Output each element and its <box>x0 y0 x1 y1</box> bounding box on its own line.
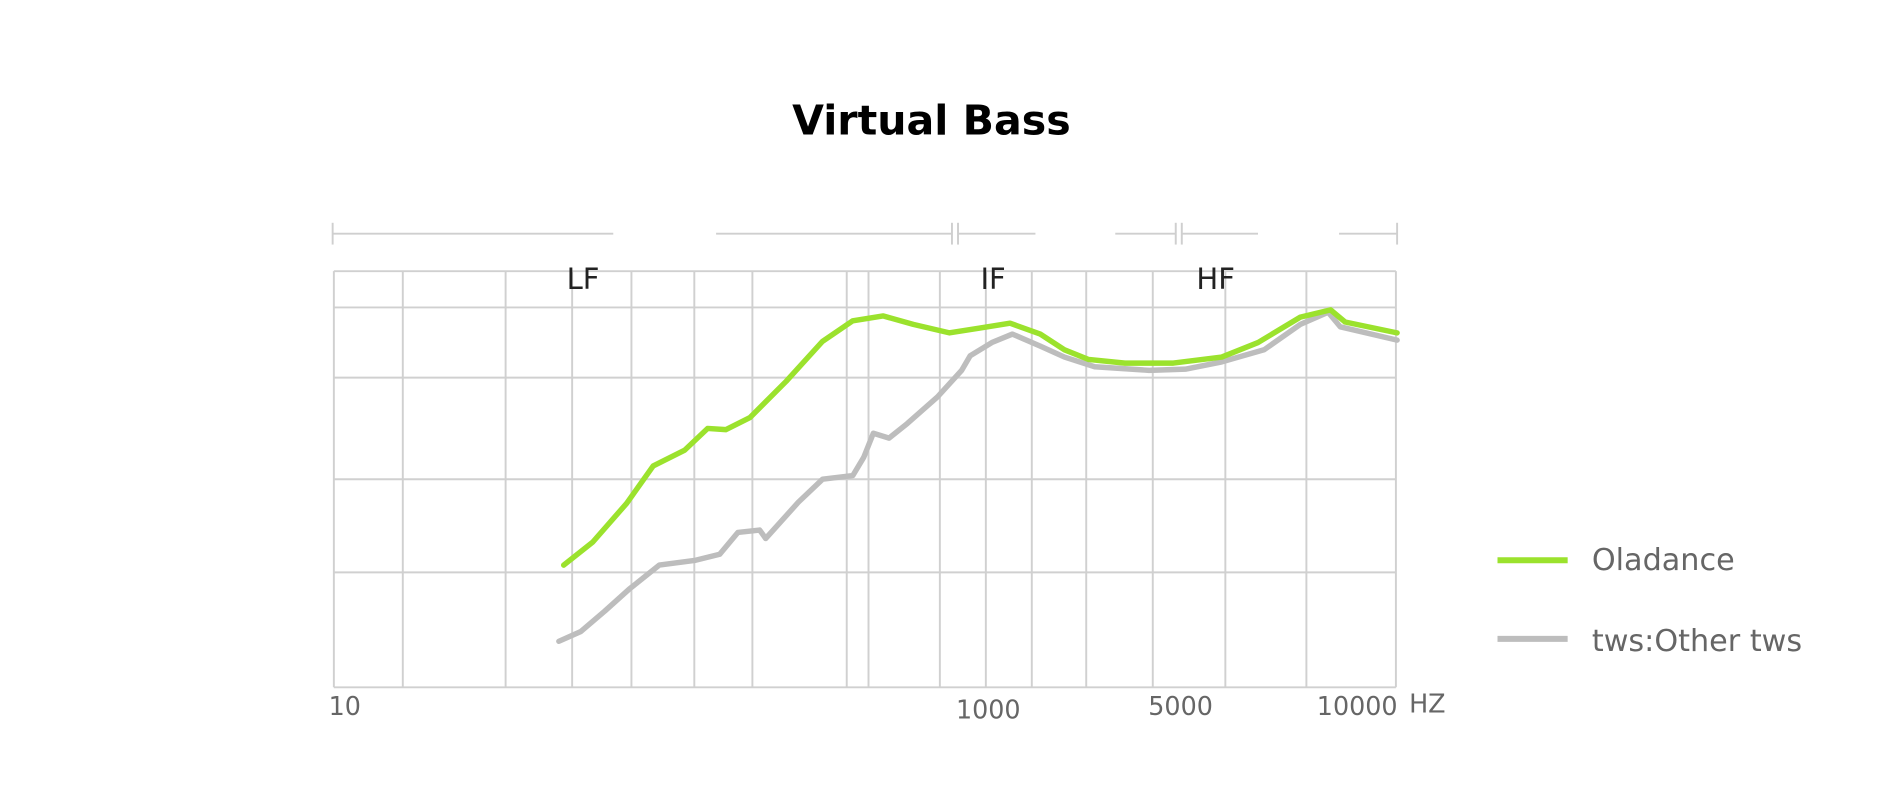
curve-oladance <box>560 307 1400 568</box>
chart-title: Virtual Bass <box>792 97 1071 145</box>
legend-label: tws:Other tws <box>1592 624 1802 659</box>
x-tick-label: 10000 <box>1317 691 1398 721</box>
x-tick-label: 5000 <box>1148 691 1213 721</box>
band-label: HF <box>1196 262 1235 296</box>
curve-other <box>556 309 1400 645</box>
legend-label: Oladance <box>1592 543 1735 578</box>
band-label: LF <box>567 262 600 296</box>
x-tick-label: 10 <box>329 691 361 721</box>
band-label: IF <box>980 262 1005 296</box>
band-brackets <box>331 222 1399 245</box>
grid <box>332 270 1397 689</box>
x-tick-label: 1000 <box>956 694 1021 724</box>
x-unit: HZ <box>1409 688 1446 718</box>
